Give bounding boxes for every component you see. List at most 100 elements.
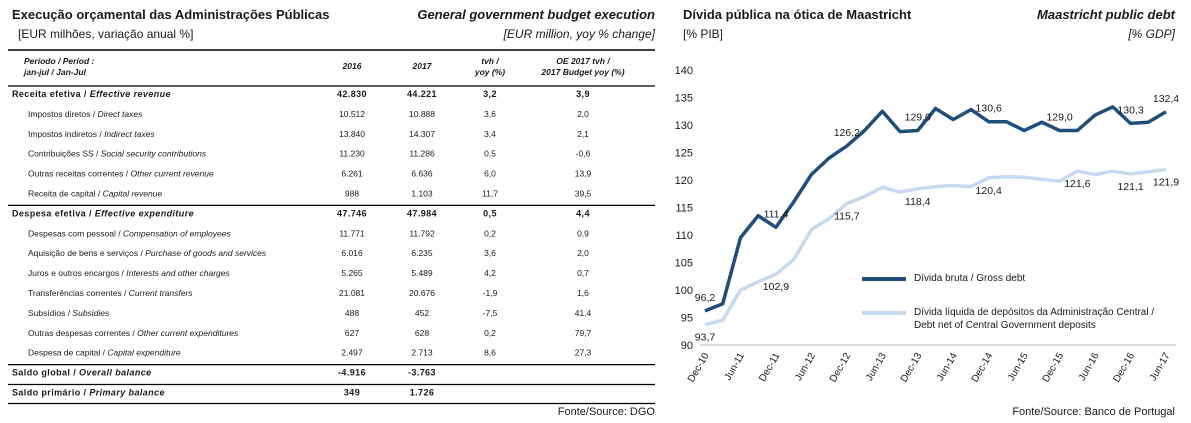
legend-swatch [862,311,906,315]
value-label: 129,0 [1046,112,1072,124]
row-label-en: Effective expenditure [95,208,194,218]
table-cell: 6.016 [341,248,363,258]
table-cell: 0,2 [484,328,496,338]
y-tick-label: 115 [675,203,693,215]
table-source: Fonte/Source: DGO [558,406,656,418]
row-label-pt: Contribuições SS / [28,149,101,159]
table-cell: 5.489 [411,268,433,278]
value-label: 121,1 [1117,181,1143,193]
table-cell: 11.286 [409,149,435,159]
table-header: 2017 [412,61,433,71]
table-cell: 488 [345,308,359,318]
table-cell: -1,9 [483,288,498,298]
row-label: Saldo global / Overall balance [12,368,152,378]
row-label-pt: Impostos indiretos / [28,129,104,139]
table-cell: 6,0 [484,169,496,179]
row-label: Despesa efetiva / Effective expenditure [12,208,194,218]
y-tick-label: 125 [675,148,693,160]
table-cell: 2.713 [411,348,433,358]
table-cell: 11.230 [339,149,365,159]
legend-swatch [862,277,906,281]
table-cell: 41,4 [575,308,592,318]
legend-label: Dívida líquida de depósitos da Administr… [914,307,1155,331]
y-tick-label: 100 [675,285,693,297]
row-label: Receita efetiva / Effective revenue [12,89,171,99]
table-cell: -0,6 [576,149,591,159]
table-cell: 13.840 [339,129,365,139]
table-cell: 0,5 [484,149,496,159]
row-label-pt: Outras despesas correntes / [28,328,137,338]
row-label-en: Current transfers [129,288,194,298]
table-header: OE 2017 tvh / [556,56,611,66]
table-cell: 627 [345,328,359,338]
row-label-en: Capital revenue [103,189,163,199]
table-cell: 2,0 [577,248,589,258]
table-unit-en: [EUR million, yoy % change] [503,27,656,41]
value-label: 121,9 [1153,177,1179,189]
y-tick-label: 135 [675,93,693,105]
table-cell: 6.261 [341,169,363,179]
chart-source: Fonte/Source: Banco de Portugal [1012,406,1175,418]
row-label: Impostos diretos / Direct taxes [28,109,143,119]
table-cell: 11.792 [409,228,435,238]
table-header: 2017 Budget yoy (%) [540,67,624,77]
legend-label: Dívida bruta / Gross debt [914,273,1026,284]
row-label: Receita de capital / Capital revenue [28,189,162,199]
table-cell: 0,2 [484,228,496,238]
row-label-en: Capital expenditure [107,348,181,358]
row-label-en: Direct taxes [97,109,143,119]
value-label: 130,6 [976,103,1002,115]
table-cell: 39,5 [575,189,592,199]
row-label-en: Effective revenue [90,89,171,99]
table-header: yoy (%) [474,67,505,77]
row-label-en: Subsidies [72,308,110,318]
table-cell: 2,0 [577,109,589,119]
row-label-en: Overall balance [79,368,152,378]
x-tick-label: Jun-17 [1148,351,1173,383]
table-cell: 11,7 [482,189,498,199]
row-label: Despesa de capital / Capital expenditure [28,348,181,358]
row-label: Contribuições SS / Social security contr… [28,149,207,159]
chart-subtitle: [% PIB] [683,27,723,41]
x-tick-label: Dec-15 [1041,351,1067,385]
x-tick-label: Jun-11 [723,351,748,383]
row-label-pt: Aquisição de bens e serviços / [28,248,145,258]
table-cell: 3,2 [483,89,497,99]
table-cell: 3,9 [576,89,590,99]
table-cell: 3,6 [484,248,496,258]
table-cell: 8,6 [484,348,496,358]
table-cell: 20.676 [409,288,435,298]
row-label-pt: Transferências correntes / [28,288,129,298]
x-tick-label: Jun-13 [864,351,889,383]
row-label-pt: Saldo global / [12,368,79,378]
y-tick-label: 90 [681,340,693,352]
table-cell: 2,1 [577,129,589,139]
value-label: 121,6 [1064,178,1090,190]
table-cell: 4,4 [576,208,590,218]
row-label-pt: Juros e outros encargos / [28,268,126,278]
table-cell: 1.726 [410,388,435,398]
table-header: jan-jul / Jan-Jul [23,67,87,77]
table-cell: 47.984 [407,208,437,218]
row-label: Juros e outros encargos / Interests and … [28,268,231,278]
table-cell: 27,3 [575,348,592,358]
table-cell: 3,4 [484,129,496,139]
chart-subtitle-en: [% GDP] [1127,27,1175,41]
row-label-en: Social security contributions [101,149,207,159]
row-label-pt: Subsídios / [28,308,72,318]
y-tick-label: 130 [675,120,693,132]
table-cell: 1.103 [411,189,433,199]
row-label-pt: Receita de capital / [28,189,103,199]
chart-title-en: Maastricht public debt [1037,7,1176,22]
value-label: 130,3 [1117,104,1143,116]
x-tick-label: Dec-13 [899,351,925,385]
row-label: Saldo primário / Primary balance [12,388,165,398]
y-tick-label: 95 [681,313,693,325]
table-cell: 14.307 [409,129,435,139]
table-cell: 21.081 [339,288,365,298]
row-label: Subsídios / Subsidies [28,308,110,318]
row-label-pt: Despesas com pessoal / [28,228,123,238]
table-cell: -4.916 [338,368,366,378]
